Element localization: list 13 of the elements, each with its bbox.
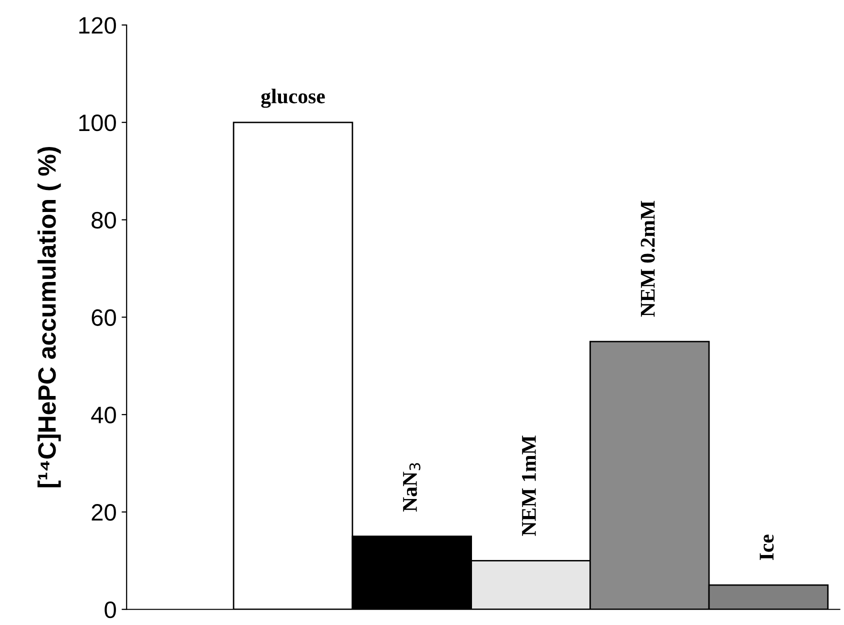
x-tick-label: NaN$_{3}$	[403, 463, 420, 512]
y-tick-label: 100	[79, 114, 116, 132]
y-axis-title: [¹⁴C]HePC accumulation ( %)	[38, 146, 61, 488]
y-tick-label: 40	[91, 406, 116, 424]
y-tick-label: 60	[92, 309, 116, 326]
y-tick-label: 80	[92, 212, 116, 229]
x-tick-label: NEM 0.2mM	[640, 200, 655, 317]
x-tick-label: Ice	[760, 534, 774, 560]
y-tick-label: 120	[79, 17, 116, 34]
y-tick-label: 20	[92, 504, 116, 521]
x-tick-label: glucose	[261, 88, 325, 108]
x-tick-label: NEM 1mM	[522, 436, 536, 536]
y-tick-label: 0	[104, 601, 116, 618]
